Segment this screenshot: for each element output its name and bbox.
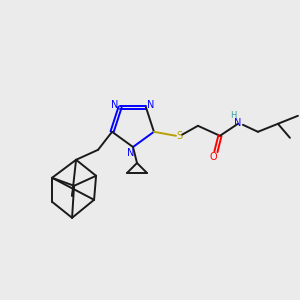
Text: N: N — [147, 100, 155, 110]
Text: S: S — [177, 131, 183, 141]
Text: N: N — [111, 100, 119, 110]
Text: O: O — [209, 152, 217, 162]
Text: H: H — [230, 111, 236, 120]
Text: N: N — [127, 148, 135, 158]
Text: N: N — [234, 118, 242, 128]
